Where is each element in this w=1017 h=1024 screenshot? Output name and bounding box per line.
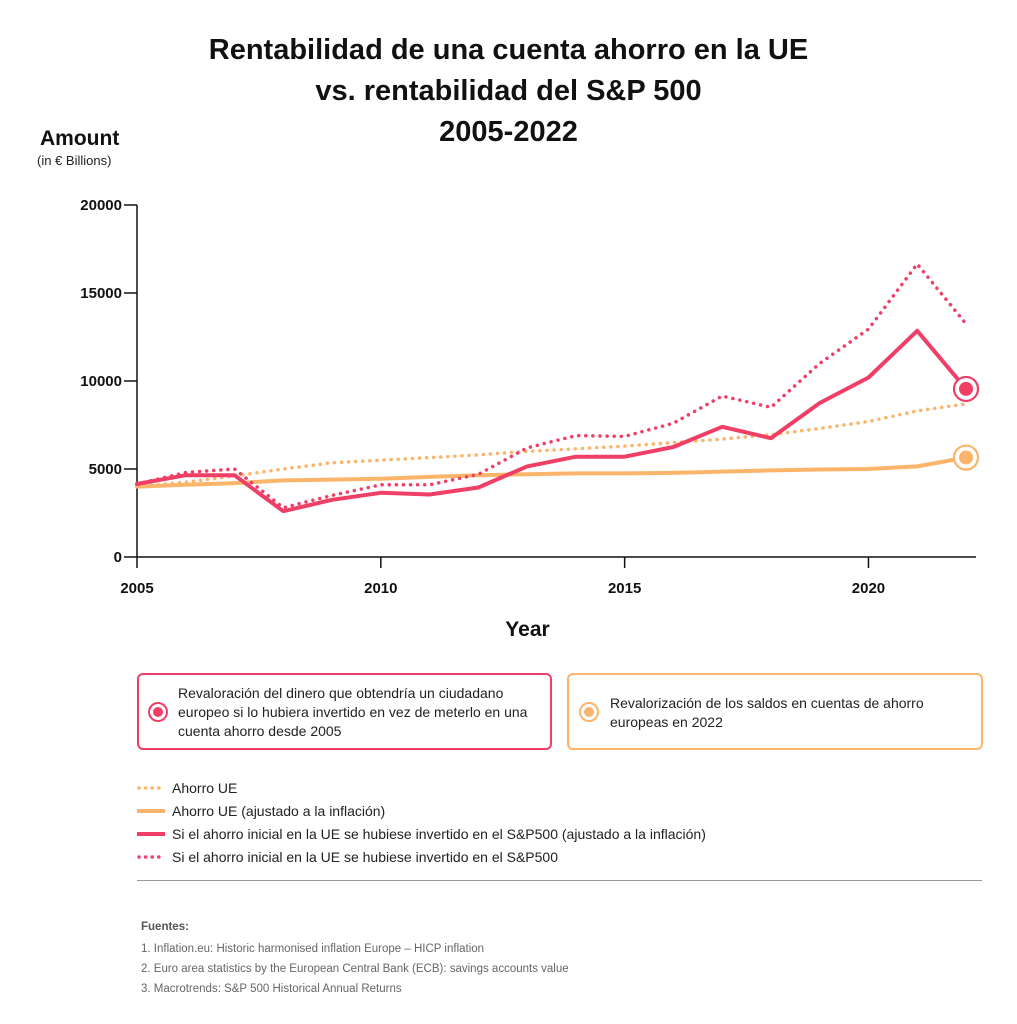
x-tick-label: 2005: [120, 580, 153, 597]
sources: Fuentes: 1. Inflation.eu: Historic harmo…: [141, 921, 569, 999]
legend-swatch-dotted-orange: [137, 785, 165, 790]
legend-item: Ahorro UE (ajustado a la inflación): [137, 799, 706, 822]
callout-sp500: Revaloración del dinero que obtendría un…: [137, 673, 552, 750]
series-line-4: [135, 262, 968, 510]
legend-label: Ahorro UE (ajustado a la inflación): [172, 802, 386, 819]
callout-savings: Revalorización de los saldos en cuentas …: [567, 673, 983, 750]
source-item: 3. Macrotrends: S&P 500 Historical Annua…: [141, 983, 402, 995]
y-axis-label: Amount: [40, 127, 120, 150]
red-marker-icon: [148, 702, 168, 722]
chart-title: Rentabilidad de una cuenta ahorro en la …: [0, 30, 1017, 153]
highlight-marker-dot: [959, 450, 973, 465]
y-tick-label: 10000: [80, 373, 122, 390]
legend-label: Si el ahorro inicial en la UE se hubiese…: [172, 825, 706, 842]
legend-swatch-dotted-red: [137, 854, 165, 859]
orange-marker-icon: [579, 702, 599, 722]
legend-item: Si el ahorro inicial en la UE se hubiese…: [137, 822, 706, 845]
title-line-2: vs. rentabilidad del S&P 500: [315, 75, 702, 107]
series-line-3: [135, 328, 968, 514]
x-tick-label: 2015: [608, 580, 641, 597]
callout-sp500-text: Revaloración del dinero que obtendría un…: [178, 685, 528, 739]
legend: Ahorro UE Ahorro UE (ajustado a la infla…: [137, 776, 706, 868]
line-chart: 0 5000 10000 15000 20000 2005 2010 2015 2020: [80, 197, 980, 597]
y-tick-label: 0: [114, 549, 122, 566]
sources-title: Fuentes:: [141, 921, 189, 933]
x-axis-label: Year: [505, 618, 550, 641]
legend-label: Si el ahorro inicial en la UE se hubiese…: [172, 848, 559, 865]
y-tick-label: 5000: [89, 461, 122, 478]
legend-swatch-solid-orange: [137, 808, 165, 813]
title-line-3: 2005-2022: [439, 116, 578, 148]
divider: [137, 880, 982, 881]
y-axis-unit: (in € Billions): [37, 153, 112, 168]
title-line-1: Rentabilidad de una cuenta ahorro en la …: [208, 34, 809, 66]
legend-swatch-solid-red: [137, 831, 165, 836]
highlight-marker-dot: [959, 381, 973, 396]
callout-savings-text: Revalorización de los saldos en cuentas …: [610, 695, 924, 730]
source-item: 1. Inflation.eu: Historic harmonised inf…: [141, 943, 485, 955]
x-tick-label: 2010: [364, 580, 397, 597]
series-line-2: [135, 455, 968, 489]
x-tick-label: 2020: [852, 580, 885, 597]
y-tick-label: 20000: [80, 197, 122, 214]
source-item: 2. Euro area statistics by the European …: [141, 963, 569, 975]
legend-label: Ahorro UE: [172, 779, 238, 796]
legend-item: Ahorro UE: [137, 776, 706, 799]
legend-item: Si el ahorro inicial en la UE se hubiese…: [137, 845, 706, 868]
y-tick-label: 15000: [80, 285, 122, 302]
